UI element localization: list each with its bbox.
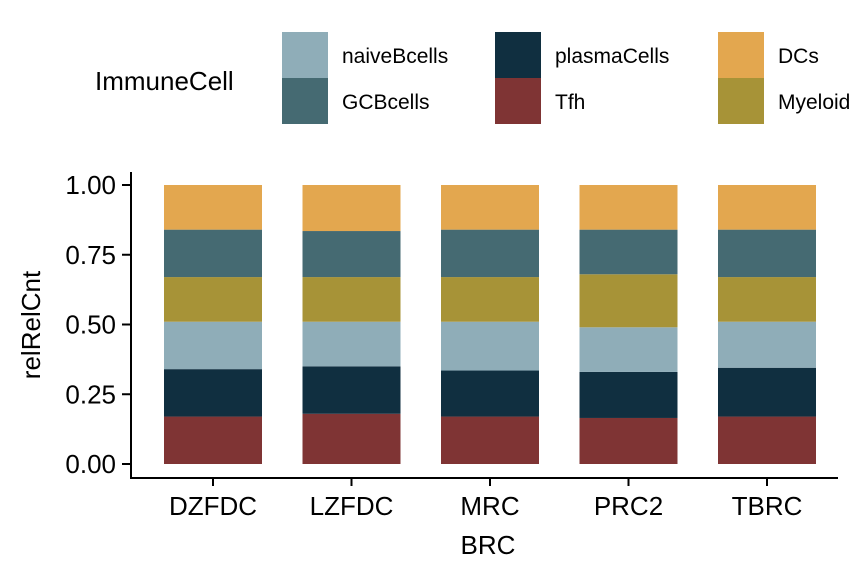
bar-segment-dzfdc-naivebcells [164,321,262,370]
bar-segment-prc2-gcbcells [579,229,678,275]
bar-segment-mrc-naivebcells [441,321,539,371]
x-axis-title: BRC [461,530,516,560]
bar-segment-lzfdc-myeloid [302,277,401,322]
x-tick-label: TBRC [732,491,803,521]
legend-label-plasmacells: plasmaCells [555,45,669,68]
legend-key-tfh [495,78,541,124]
bars [164,185,816,464]
legend-title: ImmuneCell [95,66,234,96]
bar-segment-dzfdc-tfh [164,416,262,464]
legend-label-myeloid: Myeloid [778,91,850,114]
bar-segment-lzfdc-naivebcells [302,321,401,367]
bar-segment-tbrc-dcs [718,185,816,230]
bar-segment-lzfdc-gcbcells [302,231,401,278]
x-tick-label: LZFDC [310,491,394,521]
bar-segment-dzfdc-myeloid [164,277,262,322]
legend-key-gcbcells [282,78,328,124]
y-tick-label: 1.00 [65,170,116,200]
bar-segment-dzfdc-dcs [164,185,262,230]
y-tick-label: 0.25 [65,379,116,409]
legend-key-naivebcells [282,32,328,78]
bar-segment-tbrc-plasmacells [718,367,816,417]
legend-label-dcs: DCs [778,45,819,68]
x-tick-label: MRC [460,491,519,521]
y-tick-label: 0.50 [65,310,116,340]
axes: 0.00 0.25 0.50 0.75 1.00 DZFDC LZFDC MRC PRC2 TB… [16,170,838,560]
legend-key-myeloid [718,78,764,124]
legend: ImmuneCell naiveBcells GCBcells plasmaCell… [95,32,850,124]
bar-segment-prc2-naivebcells [579,327,678,372]
bar-segment-lzfdc-plasmacells [302,366,401,414]
legend-key-dcs [718,32,764,78]
bar-segment-mrc-dcs [441,185,539,230]
x-tick-label: DZFDC [169,491,257,521]
bar-segment-prc2-plasmacells [579,371,678,418]
bar-segment-tbrc-tfh [718,416,816,464]
y-tick-label: 0.00 [65,449,116,479]
legend-label-gcbcells: GCBcells [342,91,430,114]
legend-label-tfh: Tfh [555,91,585,114]
bar-segment-prc2-dcs [579,185,678,230]
x-tick-label: PRC2 [594,491,663,521]
y-tick-label: 0.75 [65,240,116,270]
bar-segment-prc2-tfh [579,417,678,464]
bar-segment-mrc-gcbcells [441,229,539,278]
bar-segment-mrc-myeloid [441,277,539,322]
bar-segment-dzfdc-plasmacells [164,369,262,417]
bar-segment-mrc-tfh [441,416,539,464]
legend-key-plasmacells [495,32,541,78]
y-axis-title: relRelCnt [16,270,46,379]
bar-segment-prc2-myeloid [579,274,678,328]
bar-segment-lzfdc-dcs [302,185,401,232]
bar-segment-dzfdc-gcbcells [164,229,262,278]
bar-segment-tbrc-gcbcells [718,229,816,278]
bar-segment-lzfdc-tfh [302,413,401,464]
bar-segment-tbrc-myeloid [718,277,816,322]
legend-label-naivebcells: naiveBcells [342,45,448,68]
bar-segment-mrc-plasmacells [441,370,539,417]
bar-segment-tbrc-naivebcells [718,321,816,368]
